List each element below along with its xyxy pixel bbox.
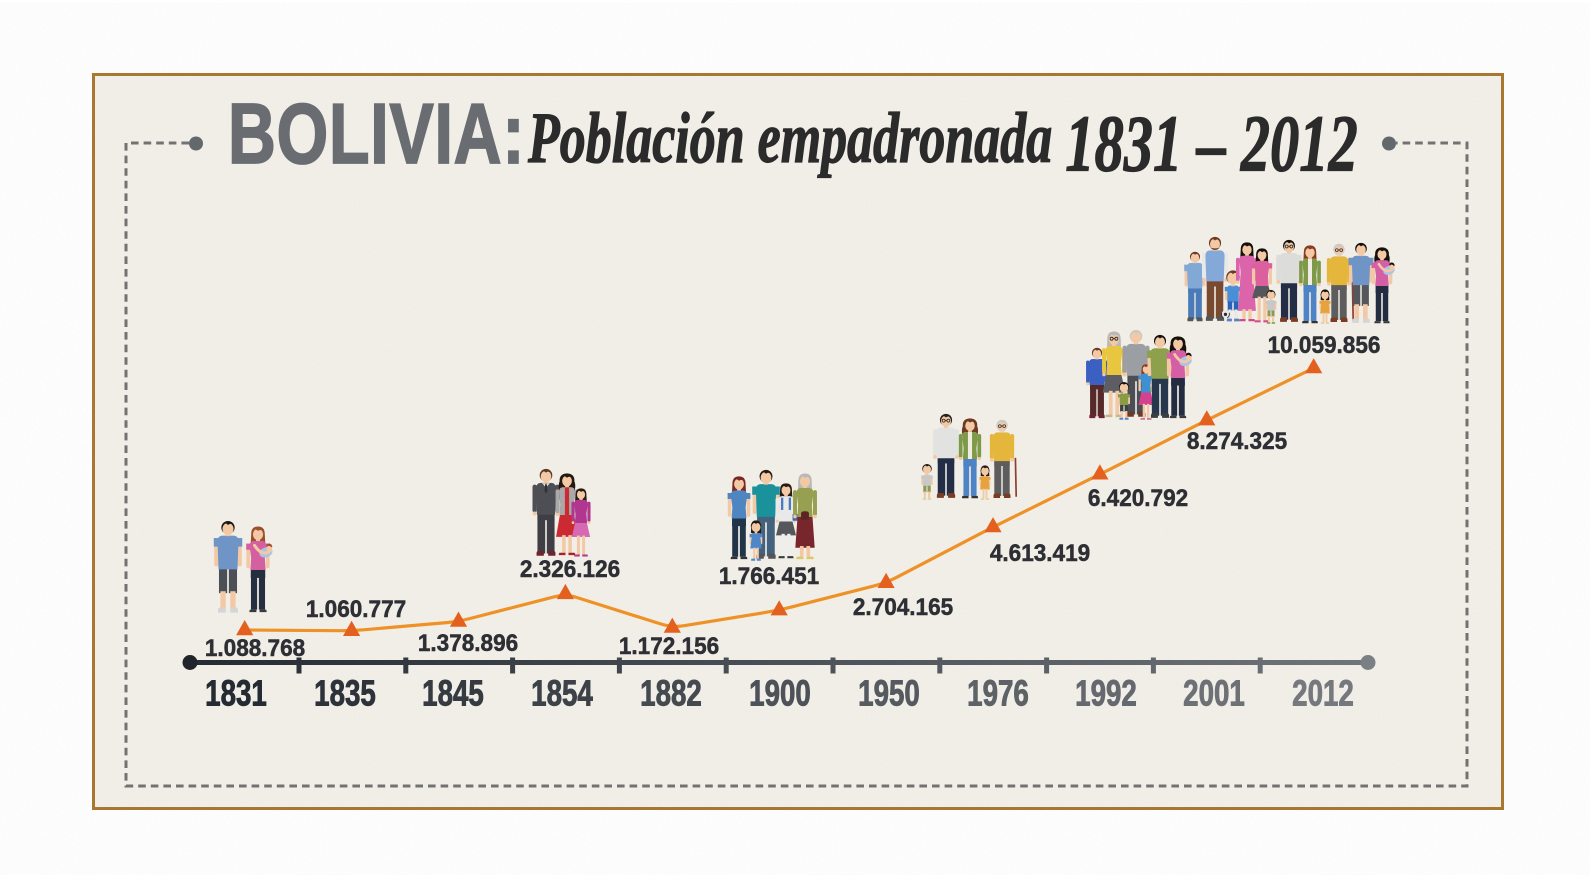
- svg-text:BOLIVIA:: BOLIVIA:: [228, 87, 525, 182]
- svg-text:2.704.165: 2.704.165: [853, 593, 953, 620]
- svg-text:1992: 1992: [1075, 673, 1137, 713]
- svg-text:1.060.777: 1.060.777: [306, 595, 406, 622]
- svg-text:1831: 1831: [205, 673, 267, 713]
- svg-text:1.766.451: 1.766.451: [719, 562, 819, 589]
- svg-text:6.420.792: 6.420.792: [1088, 484, 1188, 511]
- svg-text:1845: 1845: [422, 673, 484, 713]
- svg-text:1854: 1854: [531, 673, 593, 713]
- svg-text:4.613.419: 4.613.419: [990, 539, 1090, 566]
- svg-text:2012: 2012: [1292, 673, 1354, 713]
- svg-text:1835: 1835: [314, 673, 376, 713]
- svg-text:1950: 1950: [858, 673, 920, 713]
- svg-text:8.274.325: 8.274.325: [1187, 427, 1287, 454]
- svg-text:Población empadronada 1831 – 2: Población empadronada 1831 – 2012: [527, 98, 1358, 189]
- svg-text:1.172.156: 1.172.156: [619, 632, 719, 659]
- svg-text:2001: 2001: [1183, 673, 1245, 713]
- svg-text:2.326.126: 2.326.126: [520, 555, 620, 582]
- svg-text:1882: 1882: [640, 673, 702, 713]
- svg-text:1976: 1976: [967, 673, 1029, 713]
- svg-text:1.378.896: 1.378.896: [418, 629, 518, 656]
- svg-text:1900: 1900: [749, 673, 811, 713]
- svg-text:1.088.768: 1.088.768: [205, 634, 305, 661]
- svg-text:10.059.856: 10.059.856: [1268, 331, 1381, 358]
